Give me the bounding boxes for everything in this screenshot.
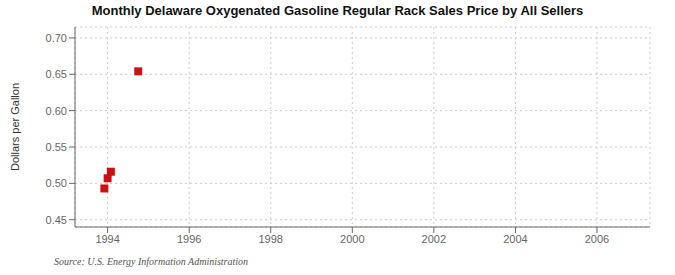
html-text:Monthly Delaware Oxygenated Ga: Monthly Delaware Oxygenated Gasoline Reg… — [91, 3, 584, 18]
svg-text:0.60: 0.60 — [46, 105, 67, 117]
svg-text:2000: 2000 — [340, 233, 364, 245]
html-text:Source: U.S. Energy Informatio: Source: U.S. Energy Information Administ… — [54, 256, 249, 267]
svg-text:1998: 1998 — [259, 233, 283, 245]
svg-text:2006: 2006 — [585, 233, 609, 245]
svg-text:1996: 1996 — [177, 233, 201, 245]
svg-text:2004: 2004 — [503, 233, 527, 245]
svg-text:0.50: 0.50 — [46, 177, 67, 189]
svg-text:Dollars per Gallon: Dollars per Gallon — [9, 83, 21, 171]
svg-text:2002: 2002 — [422, 233, 446, 245]
svg-text:0.55: 0.55 — [46, 141, 67, 153]
svg-text:1994: 1994 — [95, 233, 119, 245]
svg-text:0.70: 0.70 — [46, 32, 67, 44]
svg-text:0.45: 0.45 — [46, 214, 67, 226]
svg-text:0.65: 0.65 — [46, 68, 67, 80]
